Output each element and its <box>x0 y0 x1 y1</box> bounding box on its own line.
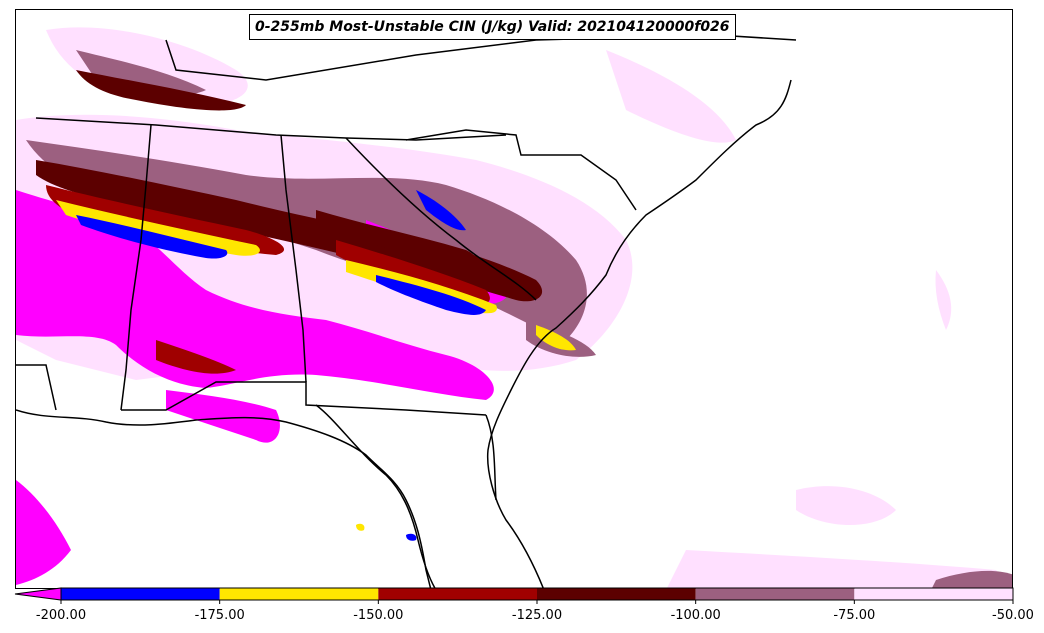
cin-field-blue <box>406 533 417 541</box>
state-boundary <box>345 137 537 301</box>
state-boundary <box>485 414 497 501</box>
cin-field-mauve <box>932 570 1012 588</box>
colorbar-tick-label: -125.00 <box>511 608 563 623</box>
cin-field-light-pink <box>606 50 736 143</box>
state-boundary <box>121 381 487 416</box>
cin-field-magenta <box>16 480 71 585</box>
state-boundary <box>120 124 152 411</box>
colorbar-tick-label: -200.00 <box>35 608 87 623</box>
cin-field-magenta <box>16 190 494 400</box>
colorbar-tick-label: -175.00 <box>194 608 245 623</box>
cin-field-light-pink <box>667 550 1012 588</box>
map-panel <box>15 9 1013 589</box>
coastline <box>315 404 436 588</box>
colorbar-frame <box>60 587 1014 601</box>
colorbar-bin <box>695 588 855 600</box>
cin-map <box>16 27 1012 588</box>
cin-field-yellow <box>536 325 576 351</box>
cin-field <box>16 27 1012 588</box>
colorbar-bin <box>378 588 537 600</box>
state-boundary <box>405 129 637 211</box>
colorbar-bin <box>219 588 379 600</box>
state-boundary <box>35 117 507 141</box>
coastline <box>16 409 432 588</box>
cin-field-dark-red <box>76 70 246 111</box>
colorbar-bins <box>14 587 1014 604</box>
colorbar-bin <box>537 588 696 600</box>
colorbar-tick-label: -150.00 <box>353 608 404 623</box>
cin-field-yellow <box>56 200 260 256</box>
colorbar-tick-label: -100.00 <box>670 608 721 623</box>
colorbar-tick-label: -50.00 <box>992 608 1034 623</box>
state-boundary <box>16 364 57 411</box>
cin-field-light-pink <box>796 486 896 525</box>
cin-field-yellow <box>356 523 365 531</box>
cin-field-red <box>336 240 490 305</box>
colorbar-extension-triangle <box>14 587 62 601</box>
cin-field-dark-red <box>316 210 477 267</box>
colorbar-bin <box>854 588 1013 600</box>
cin-field-blue <box>376 275 486 315</box>
cin-field-red <box>156 340 236 374</box>
coastline <box>486 79 792 588</box>
cin-field-light-pink <box>935 270 952 330</box>
colorbar-tick-label: -75.00 <box>833 608 876 623</box>
cin-field-red <box>46 185 285 255</box>
map-title: 0-255mb Most-Unstable CIN (J/kg) Valid: … <box>249 14 736 40</box>
cin-field-magenta <box>166 390 280 443</box>
cin-field-blue <box>416 190 466 231</box>
cin-field-blue <box>76 215 228 259</box>
colorbar-bin <box>61 588 220 600</box>
state-boundary <box>280 134 307 383</box>
